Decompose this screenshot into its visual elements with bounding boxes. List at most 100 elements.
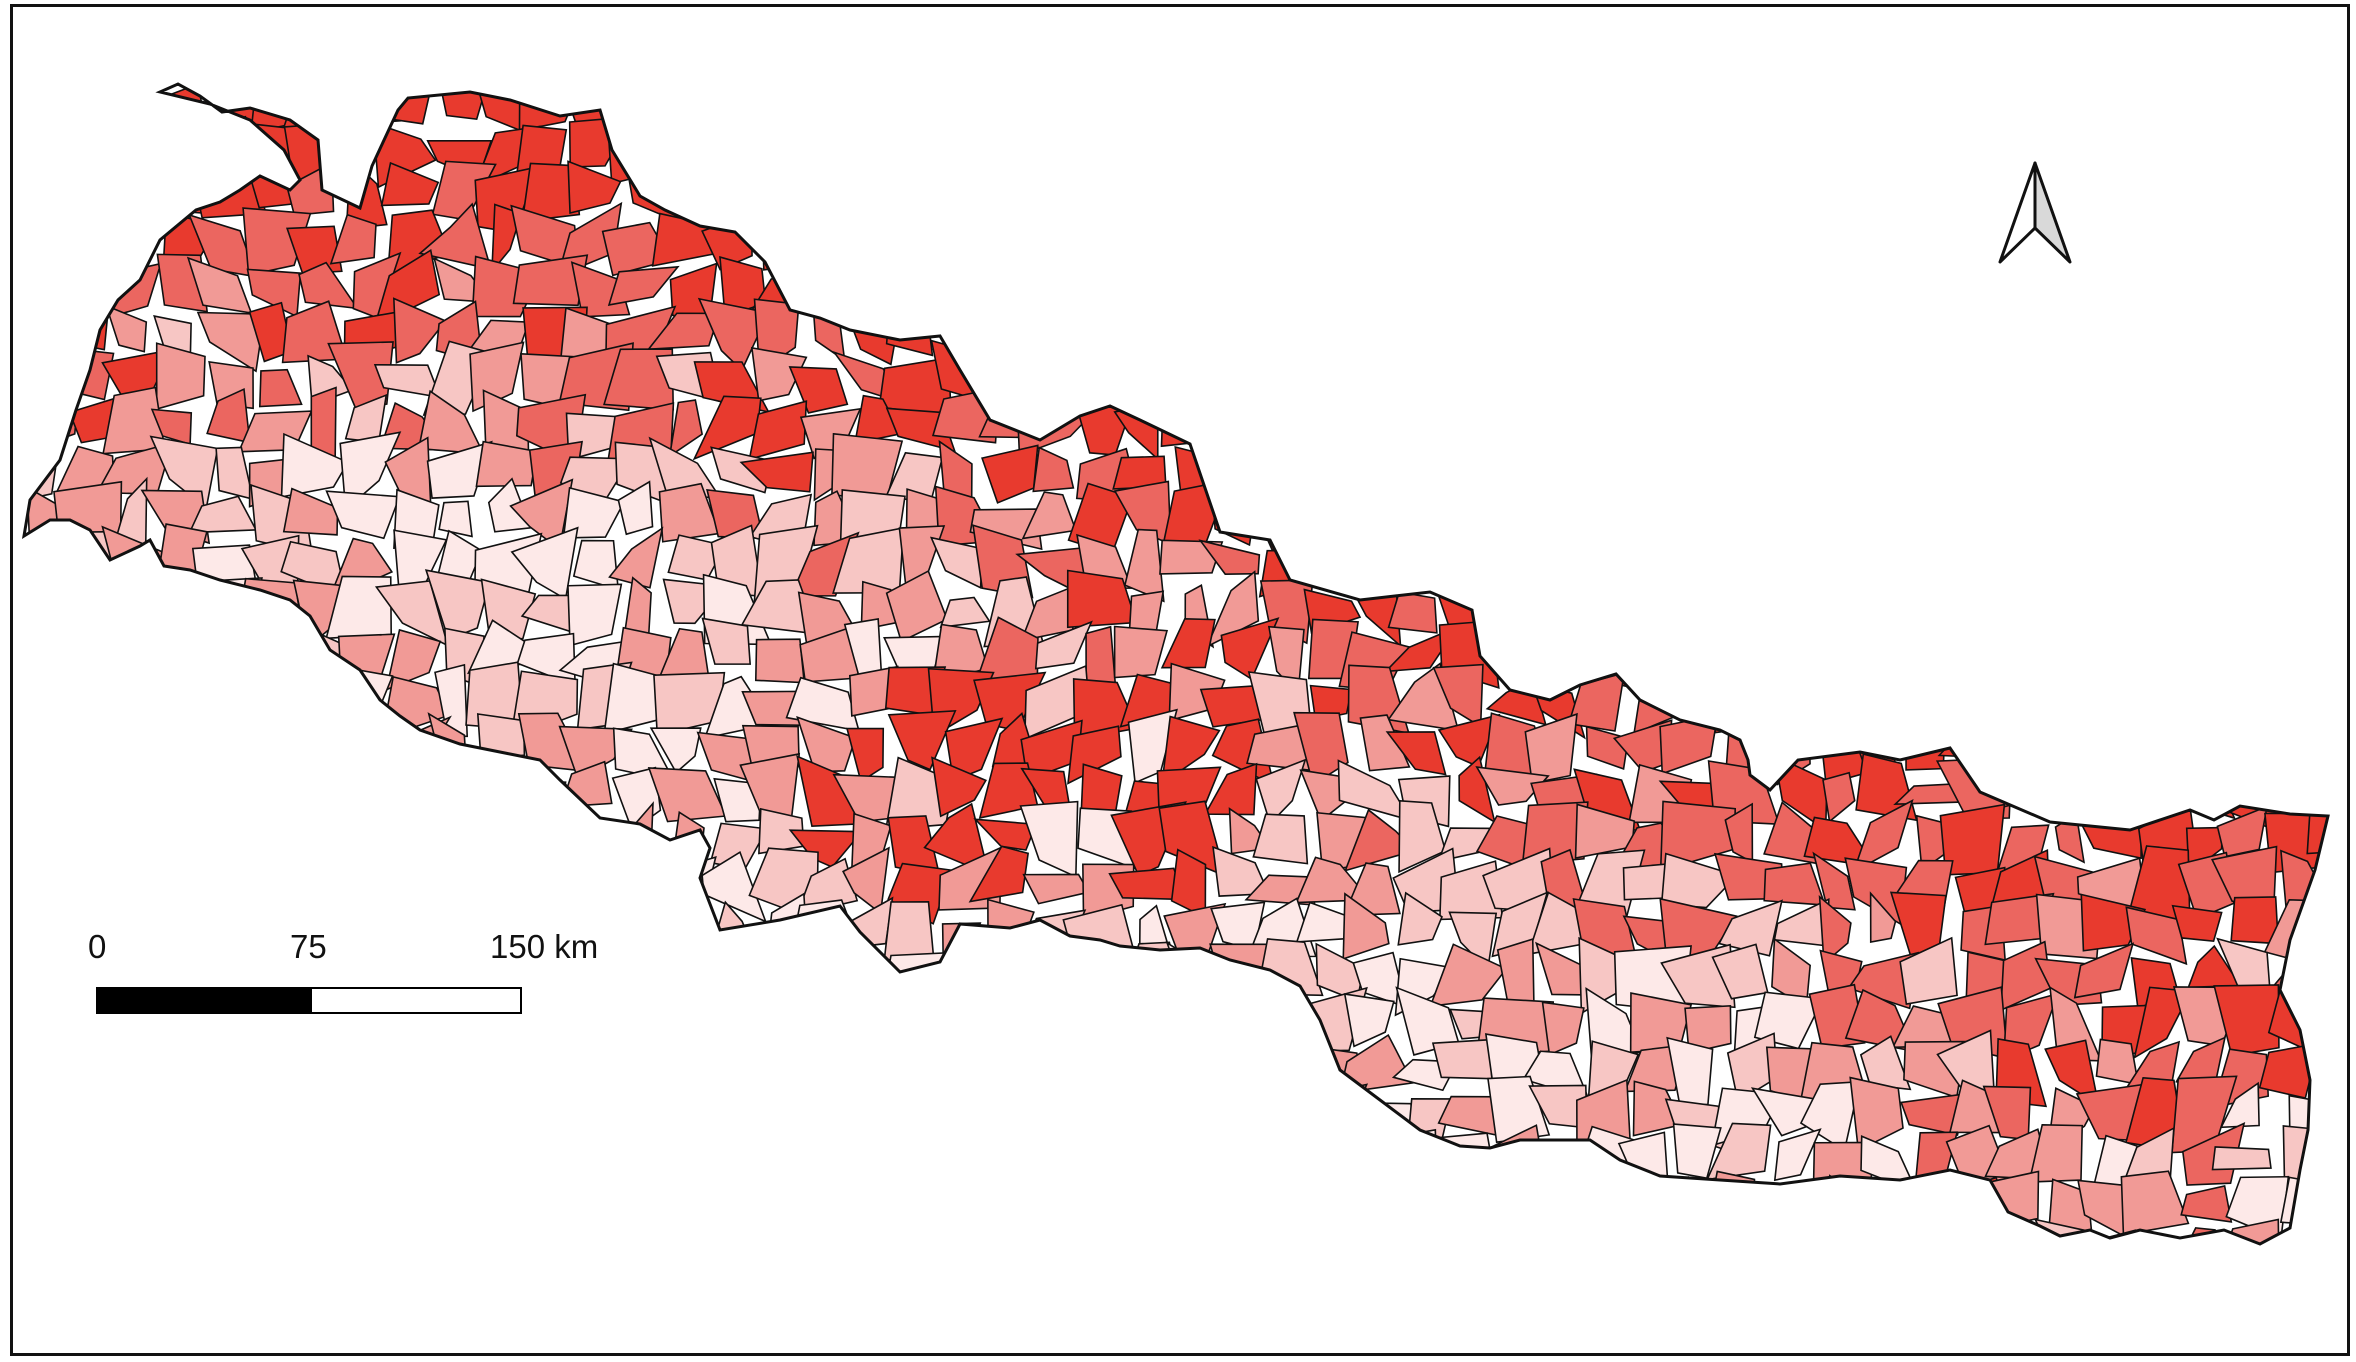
region-polygon (24, 855, 59, 915)
region-polygon (1360, 1173, 1400, 1244)
region-polygon (1521, 478, 1593, 552)
region-polygon (1023, 1232, 1072, 1244)
region-polygon (286, 1222, 342, 1244)
region-polygon (1616, 630, 1693, 695)
region-polygon (1315, 115, 1365, 186)
region-polygon (306, 1032, 344, 1101)
region-polygon (1637, 385, 1686, 451)
region-polygon (2215, 276, 2260, 318)
region-polygon (1849, 1076, 1904, 1152)
region-polygon (2141, 344, 2192, 398)
region-polygon (2073, 258, 2146, 323)
region-polygon (94, 772, 172, 828)
region-polygon (600, 904, 665, 948)
region-polygon (1337, 84, 1409, 126)
region-polygon (424, 569, 491, 641)
region-polygon (188, 1218, 264, 1244)
region-polygon (2304, 304, 2328, 367)
region-polygon (511, 1178, 571, 1230)
region-polygon (1393, 273, 1455, 316)
region-polygon (1860, 1220, 1922, 1244)
region-polygon (2073, 942, 2135, 999)
region-polygon (1021, 255, 1084, 306)
region-polygon (1071, 952, 1127, 999)
region-polygon (2219, 1081, 2260, 1129)
scale-bar-segment-dark (96, 987, 312, 1014)
region-polygon (121, 662, 159, 739)
region-polygon (537, 984, 586, 1040)
region-polygon (1935, 668, 2013, 726)
region-polygon (31, 203, 84, 277)
region-polygon (1155, 1131, 1233, 1194)
region-polygon (2334, 1098, 2356, 1137)
region-polygon (1244, 113, 1323, 178)
region-polygon (795, 1078, 846, 1140)
region-polygon (927, 216, 988, 279)
region-polygon (832, 259, 911, 326)
region-polygon (2087, 389, 2144, 446)
region-polygon (1822, 771, 1856, 824)
region-polygon (282, 84, 339, 135)
region-polygon (152, 629, 210, 675)
region-polygon (1436, 90, 1489, 142)
region-polygon (1572, 529, 1647, 601)
region-polygon (1957, 173, 2008, 221)
region-polygon (836, 1172, 911, 1234)
region-polygon (1803, 583, 1865, 646)
region-polygon (2264, 84, 2314, 143)
scale-bar (96, 987, 522, 1014)
region-polygon (1294, 293, 1370, 356)
region-polygon (1249, 1000, 1314, 1049)
region-polygon (622, 84, 674, 135)
region-polygon (1309, 684, 1353, 721)
region-polygon (389, 859, 442, 911)
region-polygon (25, 619, 67, 690)
region-polygon (344, 890, 403, 961)
region-polygon (280, 1168, 350, 1223)
region-polygon (1113, 625, 1169, 679)
region-polygon (1806, 247, 1849, 308)
region-polygon (2321, 251, 2328, 322)
region-polygon (189, 623, 258, 678)
region-polygon (702, 1043, 768, 1101)
region-polygon (1498, 313, 1537, 369)
region-polygon (510, 1041, 566, 1109)
region-polygon (1385, 415, 1454, 452)
region-polygon (1705, 1227, 1776, 1244)
region-polygon (896, 1140, 944, 1186)
region-polygon (24, 708, 64, 767)
region-polygon (1825, 1174, 1858, 1238)
region-polygon (250, 84, 314, 134)
region-polygon (1430, 1132, 1499, 1191)
region-polygon (2083, 84, 2125, 138)
region-polygon (1754, 212, 1828, 256)
region-polygon (1615, 302, 1691, 366)
region-polygon (1851, 573, 1921, 642)
region-polygon (973, 951, 1048, 998)
region-polygon (1751, 256, 1821, 319)
region-polygon (2090, 573, 2153, 629)
region-polygon (242, 207, 312, 277)
region-polygon (1983, 349, 2040, 397)
region-polygon (713, 777, 762, 823)
region-polygon (1109, 1129, 1185, 1192)
region-polygon (56, 1133, 124, 1199)
region-polygon (1258, 1233, 1316, 1244)
region-polygon (142, 1095, 206, 1149)
region-polygon (885, 208, 950, 276)
region-polygon (1479, 1167, 1532, 1233)
region-polygon (2259, 431, 2319, 498)
region-polygon (24, 945, 74, 1005)
region-polygon (1818, 895, 1852, 965)
region-polygon (1165, 1226, 1223, 1244)
region-polygon (796, 1132, 856, 1187)
region-polygon (1118, 119, 1177, 183)
region-polygon (1136, 1005, 1168, 1050)
region-polygon (1385, 1128, 1438, 1198)
region-polygon (1534, 628, 1601, 681)
region-polygon (2324, 1032, 2328, 1098)
region-polygon (1252, 813, 1309, 865)
region-polygon (373, 248, 441, 328)
region-polygon (280, 432, 350, 498)
